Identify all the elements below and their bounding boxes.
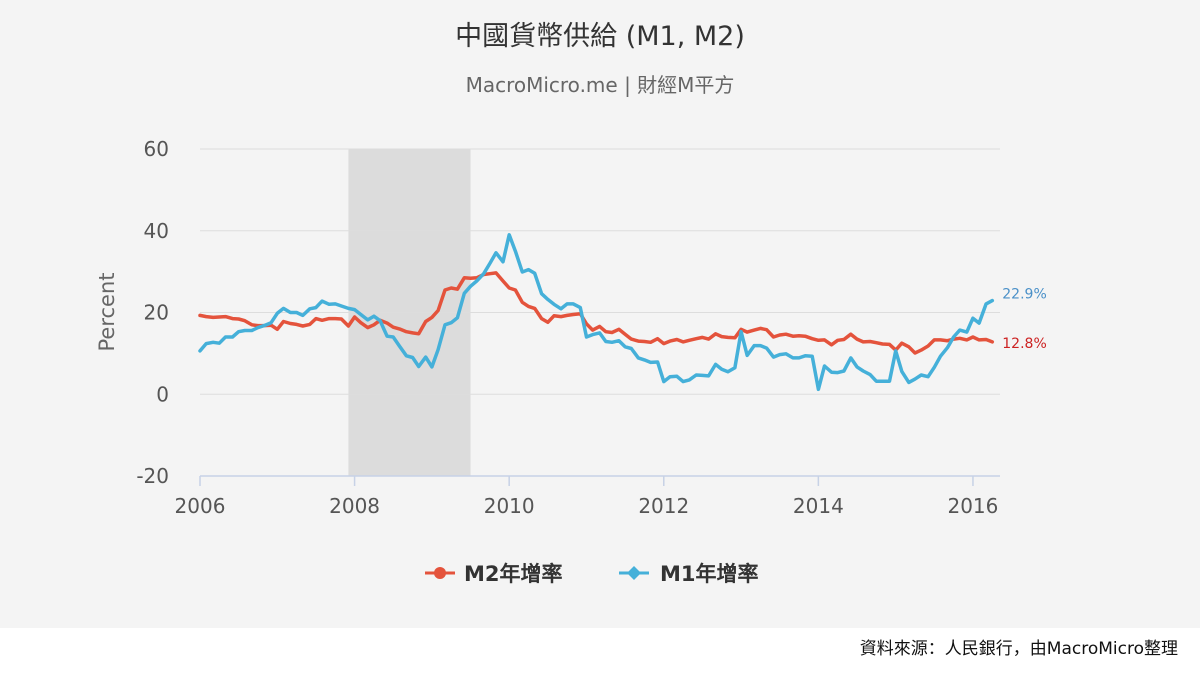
y-tick-label: 40 [144,219,169,243]
y-tick-label: 20 [144,301,169,325]
legend: M2年增率 M1年增率 [425,562,759,586]
legend-item-m2[interactable]: M2年增率 [425,562,563,586]
last-value-label-m1: 22.9% [1002,287,1046,303]
series-line-m2 [198,271,995,355]
y-tick-label: -20 [136,464,169,488]
line-chart: 中國貨幣供給 (M1, M2) MacroMicro.me | 財經M平方 Pe… [95,21,1047,586]
chart-subtitle: MacroMicro.me | 財經M平方 [466,73,735,97]
last-value-label-m2: 12.8% [1002,336,1046,352]
x-tick-label: 2010 [484,494,535,518]
x-tick-label: 2016 [947,494,998,518]
legend-label-m2: M2年增率 [464,562,563,586]
circle-marker-icon [434,567,446,579]
x-tick-label: 2012 [638,494,689,518]
chart-panel: 中國貨幣供給 (M1, M2) MacroMicro.me | 財經M平方 Pe… [0,0,1200,628]
y-tick-label: 0 [156,382,169,406]
diamond-marker-icon [627,566,641,580]
series-line-m1 [198,233,995,392]
source-note: 資料來源：人民銀行，由MacroMicro整理 [859,639,1178,659]
legend-item-m1[interactable]: M1年增率 [619,562,759,586]
x-tick-label: 2014 [793,494,844,518]
x-tick-label: 2008 [329,494,380,518]
chart-title: 中國貨幣供給 (M1, M2) [455,21,745,52]
x-tick-label: 2006 [175,494,226,518]
legend-label-m1: M1年增率 [660,562,759,586]
y-tick-label: 60 [144,137,169,161]
y-axis-label: Percent [95,272,119,351]
